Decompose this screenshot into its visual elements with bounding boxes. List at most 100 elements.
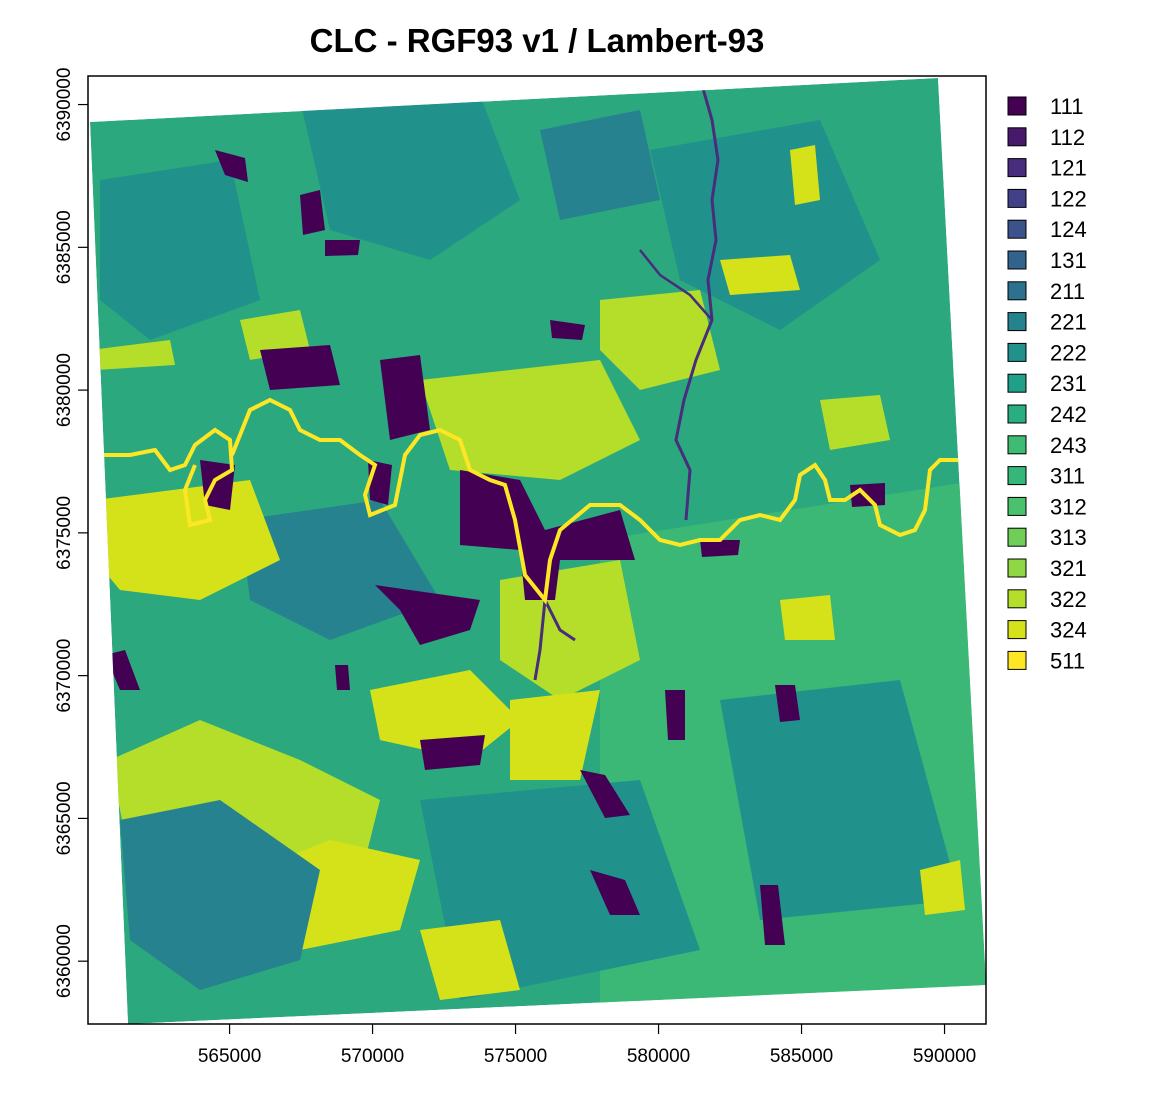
legend-label: 121 [1050, 156, 1087, 181]
zone-shrub-east-3 [780, 595, 835, 640]
legend-item: 313 [1007, 525, 1087, 550]
legend-label: 312 [1050, 494, 1087, 519]
legend-label: 511 [1050, 648, 1085, 673]
legend-label: 221 [1050, 310, 1087, 335]
legend-item: 131 [1007, 248, 1087, 273]
legend-item: 322 [1007, 587, 1087, 612]
urban-patch-north-6 [550, 320, 585, 340]
legend-item: 124 [1007, 217, 1087, 242]
legend-item: 222 [1007, 340, 1087, 365]
legend-item: 511 [1007, 648, 1085, 673]
legend-swatch [1007, 342, 1027, 362]
legend-label: 211 [1050, 279, 1085, 304]
legend-label: 313 [1050, 525, 1087, 550]
urban-patch-north-4 [215, 150, 248, 182]
urban-patch-north-3 [300, 190, 325, 235]
plot-frame [87, 75, 987, 1025]
urban-patch-south-4 [760, 885, 785, 945]
legend-item: 324 [1007, 618, 1087, 643]
y-tick-label: 6360000 [54, 924, 75, 998]
legend-item: 121 [1007, 156, 1087, 181]
legend-swatch [1007, 96, 1027, 116]
x-axis: 565000 570000 575000 580000 585000 590000 [198, 1024, 976, 1067]
zone-grassland-east [820, 395, 890, 450]
legend-swatch [1007, 250, 1027, 270]
legend-swatch [1007, 496, 1027, 516]
legend-label: 231 [1050, 371, 1087, 396]
legend-label: 321 [1050, 556, 1087, 581]
zone-dark-forest-north-1 [300, 95, 520, 260]
legend-label: 242 [1050, 402, 1087, 427]
legend-item: 312 [1007, 494, 1087, 519]
urban-patch-north-2 [380, 355, 430, 440]
stream-south [533, 599, 576, 681]
zone-teal-agri-north [540, 110, 660, 220]
legend-label: 322 [1050, 587, 1087, 612]
map-title: CLC - RGF93 v1 / Lambert-93 [309, 22, 765, 59]
legend-swatch [1007, 527, 1027, 547]
legend-item: 211 [1007, 279, 1085, 304]
x-tick-label: 570000 [341, 1046, 404, 1067]
legend-label: 124 [1050, 217, 1087, 242]
zone-grassland-north-2 [240, 310, 310, 360]
urban-patch-south-1 [420, 735, 485, 770]
legend-item: 311 [1007, 464, 1085, 489]
stream-north [674, 78, 720, 521]
y-tick-label: 6365000 [54, 781, 75, 855]
legend-swatch [1007, 650, 1027, 670]
legend-label: 112 [1050, 125, 1085, 150]
y-tick-label: 6380000 [54, 353, 75, 427]
urban-patch-west-1 [105, 650, 140, 690]
y-tick-label: 6370000 [54, 639, 75, 713]
urban-patch-south-2 [580, 770, 630, 818]
zone-shrub-east-2 [790, 145, 820, 205]
legend-swatch [1007, 404, 1027, 424]
urban-patch-south-center [375, 585, 480, 645]
legend-swatch [1007, 466, 1027, 486]
legend-item: 231 [1007, 371, 1087, 396]
zone-grassland-center [420, 360, 640, 480]
x-tick-label: 580000 [627, 1046, 690, 1067]
legend-item: 111 [1007, 94, 1083, 119]
legend-swatch [1007, 558, 1027, 578]
urban-patch-west-river-2 [368, 460, 392, 505]
y-tick-label: 6375000 [54, 496, 75, 570]
x-tick-label: 565000 [198, 1046, 261, 1067]
land-cover-raster [90, 78, 986, 1024]
zone-grassland-north-3 [90, 340, 175, 370]
legend-item: 122 [1007, 186, 1087, 211]
legend-swatch [1007, 219, 1027, 239]
legend-label: 243 [1050, 433, 1087, 458]
y-tick-label: 6390000 [54, 68, 75, 142]
zone-grassland-north-1 [600, 290, 720, 390]
legend-label: 111 [1050, 94, 1083, 119]
legend-item: 242 [1007, 402, 1087, 427]
legend-label: 131 [1050, 248, 1087, 273]
legend-swatch [1007, 589, 1027, 609]
legend-item: 321 [1007, 556, 1087, 581]
legend-swatch [1007, 373, 1027, 393]
legend-label: 324 [1050, 618, 1087, 643]
legend-item: 112 [1007, 125, 1085, 150]
legend-label: 122 [1050, 186, 1087, 211]
y-axis: 6360000 6365000 6370000 6375000 6380000 63850… [54, 68, 88, 998]
legend-swatch [1007, 620, 1027, 640]
legend-swatch [1007, 435, 1027, 455]
legend: 111 112 121 122 124 131 211 221 222 231 242 243 311 3… [1007, 94, 1087, 673]
legend-item: 243 [1007, 433, 1087, 458]
urban-patch-east-1 [775, 685, 800, 722]
zone-dark-forest-west [100, 160, 260, 340]
river-main [93, 397, 970, 605]
zone-shrub-east-1 [720, 255, 800, 295]
urban-patch-center-main [460, 470, 635, 600]
legend-swatch [1007, 158, 1027, 178]
y-tick-label: 6385000 [54, 210, 75, 284]
stream-center [639, 249, 713, 321]
zone-shrub-west-river [95, 480, 280, 600]
legend-item: 221 [1007, 310, 1087, 335]
urban-patch-north-1 [260, 345, 340, 390]
zone-shrub-east-4 [920, 860, 965, 915]
urban-patch-center-2 [665, 690, 685, 740]
urban-patch-east-3 [700, 540, 740, 557]
